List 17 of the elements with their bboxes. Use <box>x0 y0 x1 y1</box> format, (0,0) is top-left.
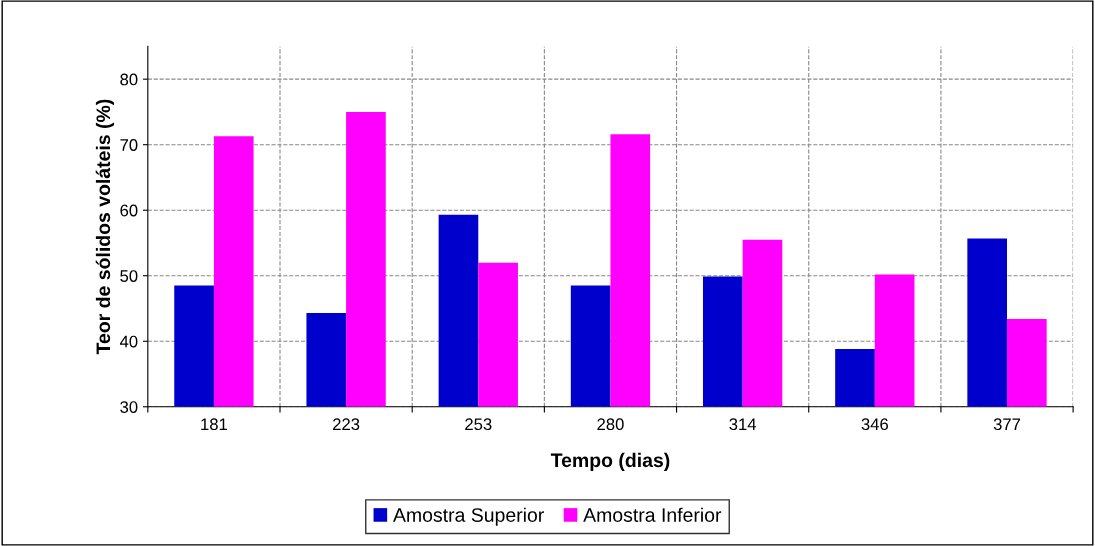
y-tick-label: 70 <box>120 139 138 151</box>
y-axis-title: Teor de sólidos voláteis (%) <box>95 99 115 355</box>
x-axis-title: Tempo (dias) <box>550 452 670 471</box>
legend-label: Amostra Superior <box>393 507 544 526</box>
x-tick-label: 223 <box>333 418 360 431</box>
legend-label: Amostra Inferior <box>583 507 722 522</box>
x-tick-label: 253 <box>465 418 492 431</box>
y-tick-label: 40 <box>119 335 138 348</box>
x-tick-label: 181 <box>201 418 228 431</box>
y-tick-label: 60 <box>120 204 138 217</box>
x-tick-label: 377 <box>993 418 1021 431</box>
y-tick-label: 30 <box>120 401 138 413</box>
x-tick-label: 280 <box>597 418 624 431</box>
x-tick-label: 346 <box>861 418 888 431</box>
y-tick-label: 80 <box>120 73 138 86</box>
x-tick-label: 314 <box>729 418 757 431</box>
y-tick-label: 50 <box>120 270 138 282</box>
